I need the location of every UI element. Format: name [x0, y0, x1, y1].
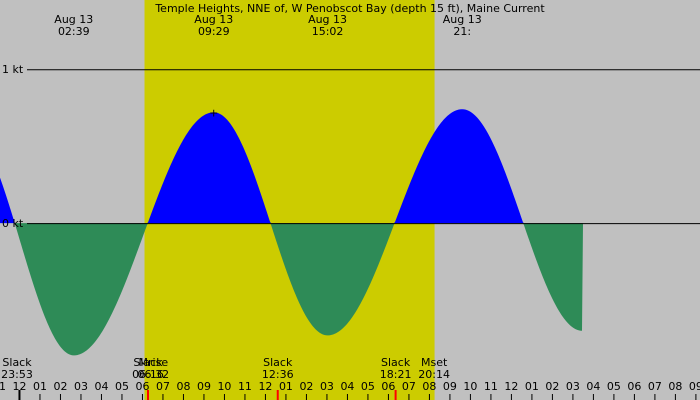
event-time-label: 20:14 [418, 368, 450, 381]
peak-date-label: Aug 13 [54, 13, 93, 26]
hour-tick-label: 10 [463, 380, 477, 393]
ebb-current-area [0, 223, 700, 356]
hour-tick-label: 06 [627, 380, 641, 393]
hour-tick-label: 01 [279, 380, 293, 393]
hour-tick-label: 07 [156, 380, 170, 393]
hour-tick-label: 08 [422, 380, 436, 393]
event-time-label: 12:36 [262, 368, 294, 381]
event-time-label: 06:16 [132, 368, 164, 381]
max-current-marker: + [209, 106, 218, 119]
hour-tick-label: 07 [402, 380, 416, 393]
y-tick-label-0kt: 0 kt [2, 217, 24, 230]
hour-tick-label: 09 [197, 380, 211, 393]
event-name-label: Slack [381, 356, 411, 369]
flood-current-area [0, 109, 700, 224]
hour-tick-label: 06 [135, 380, 149, 393]
event-time-label: 06:32 [137, 368, 169, 381]
hour-tick-label: 12 [504, 380, 518, 393]
hour-tick-label: 12 [258, 380, 272, 393]
event-name-label: Mrise [139, 356, 169, 369]
hour-tick-label: 03 [320, 380, 334, 393]
peak-time-label: 09:29 [198, 25, 230, 38]
hour-tick-label: 05 [361, 380, 375, 393]
peak-time-label: 21: [453, 25, 471, 38]
peak-date-label: Aug 13 [194, 13, 233, 26]
hour-tick-label: 03 [566, 380, 580, 393]
hour-tick-label: 02 [545, 380, 559, 393]
hour-tick-label: 01 [33, 380, 47, 393]
hour-tick-label: 03 [74, 380, 88, 393]
hour-tick-label: 11 [238, 380, 252, 393]
hour-tick-label: 04 [586, 380, 600, 393]
event-name-label: Slack [2, 356, 32, 369]
hour-tick-label: 11 [0, 380, 6, 393]
event-labels: Slack23:53Slack06:16Mrise06:32Slack12:36… [1, 356, 450, 381]
hour-tick-label: 02 [53, 380, 67, 393]
hour-tick-label: 04 [94, 380, 108, 393]
event-time-label: 18:21 [380, 368, 412, 381]
peak-date-label: Aug 13 [308, 13, 347, 26]
hour-tick-label: 01 [525, 380, 539, 393]
hour-tick-label: 05 [607, 380, 621, 393]
chart-title: Temple Heights, NNE of, W Penobscot Bay … [154, 2, 545, 15]
hour-tick-label: 11 [484, 380, 498, 393]
y-tick-label-1kt: 1 kt [2, 63, 24, 76]
hour-tick-label: 12 [12, 380, 26, 393]
hour-tick-label: 04 [340, 380, 354, 393]
hour-tick-label: 02 [299, 380, 313, 393]
hour-tick-label: 08 [176, 380, 190, 393]
event-name-label: Mset [421, 356, 448, 369]
hour-tick-label: 06 [381, 380, 395, 393]
hour-tick-label: 08 [668, 380, 682, 393]
event-name-label: Slack [133, 356, 163, 369]
hour-tick-label: 07 [648, 380, 662, 393]
hour-tick-label: 09 [689, 380, 700, 393]
peak-time-label: 15:02 [312, 25, 344, 38]
peak-time-label: 02:39 [58, 25, 90, 38]
current-areas [0, 109, 700, 356]
time-axis: 11 12 01 02 03 04 05 06 07 08 09 10 11 12 01 02 03 04 05 06… [0, 380, 700, 400]
event-time-label: 23:53 [1, 368, 33, 381]
peak-date-label: Aug 13 [443, 13, 482, 26]
hour-tick-label: 09 [443, 380, 457, 393]
event-name-label: Slack [263, 356, 293, 369]
hour-tick-label: 05 [115, 380, 129, 393]
hour-tick-label: 10 [217, 380, 231, 393]
